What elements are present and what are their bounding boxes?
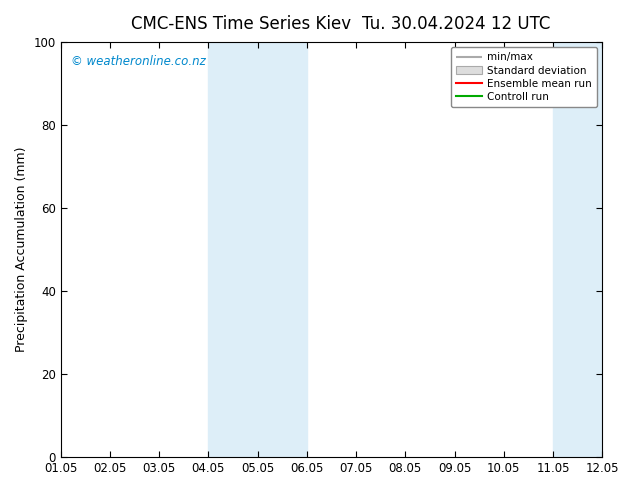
Bar <box>209 42 307 457</box>
Legend: min/max, Standard deviation, Ensemble mean run, Controll run: min/max, Standard deviation, Ensemble me… <box>451 47 597 107</box>
Text: © weatheronline.co.nz: © weatheronline.co.nz <box>72 54 206 68</box>
Text: Tu. 30.04.2024 12 UTC: Tu. 30.04.2024 12 UTC <box>362 15 551 33</box>
Y-axis label: Precipitation Accumulation (mm): Precipitation Accumulation (mm) <box>15 147 28 352</box>
Bar <box>553 42 634 457</box>
Text: CMC-ENS Time Series Kiev: CMC-ENS Time Series Kiev <box>131 15 351 33</box>
